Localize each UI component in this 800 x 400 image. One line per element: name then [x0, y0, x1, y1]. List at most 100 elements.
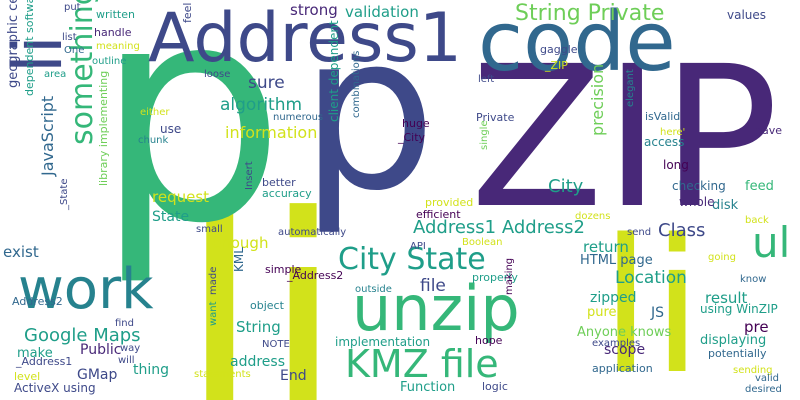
word-address-mid: address — [230, 354, 286, 370]
word-meaning: meaning — [96, 41, 140, 52]
word-combinations: combinations — [351, 50, 362, 118]
word-sending: sending — [733, 365, 773, 376]
word-will: will — [118, 355, 135, 366]
word-geographic-center: geographic center — [6, 0, 21, 88]
word-pure: pure — [587, 305, 617, 320]
word-kml: KML — [232, 247, 246, 272]
word-validation: validation — [345, 3, 419, 21]
word-sure: sure — [248, 73, 285, 93]
word-list: list — [62, 32, 77, 43]
word-simple: simple — [265, 263, 302, 276]
word-information: information — [225, 123, 318, 142]
word-hope: hope — [475, 334, 503, 347]
word-string-private: String Private — [515, 1, 665, 26]
word-feel: feel — [181, 2, 194, 23]
word-request: request — [152, 188, 210, 206]
word-gmap: GMap — [77, 367, 118, 383]
word-use: use — [160, 122, 182, 136]
word-made: made — [208, 266, 219, 295]
word-activex-using: ActiveX using — [14, 381, 96, 395]
word-find: find — [115, 318, 134, 329]
word-state-v: _State — [59, 178, 70, 210]
word-potentially: potentially — [708, 347, 767, 360]
word-algorithm: algorithm — [220, 95, 303, 115]
word-implementation: implementation — [335, 335, 431, 349]
word-gaggle: gaggle — [540, 43, 578, 56]
word-address1-top: Address1 — [148, 0, 463, 78]
word-code: code — [478, 0, 676, 90]
word-make: make — [17, 346, 53, 361]
word-small: small — [196, 224, 223, 235]
word-anyone-knows: Anyone knows — [577, 325, 672, 340]
word-disk: disk — [712, 198, 739, 213]
word-ul: ul — [752, 218, 791, 267]
word-valid: valid — [755, 373, 779, 384]
word-js: JS — [651, 305, 665, 321]
word-application: application — [592, 362, 653, 375]
word-api: API — [410, 241, 426, 252]
word-city-small: _City — [398, 131, 426, 144]
word-area: area — [44, 69, 67, 80]
word-making: making — [504, 257, 515, 295]
word-string-mid: String — [236, 318, 281, 336]
word-desired: desired — [745, 384, 782, 395]
word-displaying: displaying — [700, 333, 767, 348]
word-way: way — [120, 343, 141, 354]
word-function: Function — [400, 380, 456, 395]
word-checking: checking — [672, 179, 726, 193]
word-zip: ZIP — [470, 24, 779, 251]
word-dozens: dozens — [575, 211, 611, 222]
word-end: End — [280, 368, 307, 384]
word-html-page: HTML page — [580, 253, 653, 268]
word-better: better — [262, 176, 296, 189]
word-written: written — [96, 8, 135, 21]
word-level: level — [14, 370, 41, 383]
word-provided: provided — [425, 196, 474, 209]
word-p2: p — [300, 0, 437, 238]
word-p-big: p — [95, 0, 286, 289]
word-boolean: Boolean — [462, 237, 503, 248]
word-return: return — [583, 238, 629, 256]
word-know: know — [740, 274, 767, 285]
word-outline: outline — [92, 56, 127, 67]
word-address2-small: _Address2 — [287, 269, 344, 282]
word-address1-small: _Address1 — [16, 355, 73, 368]
word-using-winzip: using WinZIP — [700, 302, 778, 316]
word-google-maps: Google Maps — [24, 325, 141, 346]
word-city-state: City State — [338, 242, 486, 277]
word-examples: examples — [592, 338, 641, 349]
word-either: either — [140, 107, 170, 118]
word-zip-small: _ZIP — [545, 59, 568, 72]
word-work: work — [18, 257, 154, 322]
word-single: single — [479, 120, 490, 150]
word-accuracy: accuracy — [262, 187, 312, 200]
word-enough: enough — [212, 234, 269, 252]
word-huge: huge — [402, 117, 430, 130]
word-here: here' — [660, 127, 686, 138]
word-scope: scope — [604, 342, 646, 358]
word-object: object — [250, 299, 284, 312]
word-library-implementing: library implementing — [97, 70, 110, 186]
word-one: One — [64, 45, 85, 56]
word-whole: whole — [679, 195, 715, 209]
word-properly: properly — [472, 271, 518, 284]
word-send: send — [627, 227, 652, 238]
word-note: NOTE — [262, 339, 290, 350]
word-values: values — [727, 8, 767, 22]
word-left: left — [478, 74, 495, 85]
word-outside: outside — [355, 284, 392, 295]
word-chunk: chunk — [138, 135, 169, 146]
word-dependent-software: dependent software — [23, 0, 36, 96]
word-file: file — [420, 276, 446, 296]
word-private-mid: Private — [476, 111, 515, 124]
word-li-big: li — [178, 153, 345, 400]
word-efficient: efficient — [416, 208, 461, 221]
word-li-left: li — [600, 199, 703, 400]
word-insert: Insert — [244, 161, 255, 190]
word-elegant: elegant — [625, 69, 636, 107]
word-state-mid: State — [152, 209, 190, 225]
word-address2-left: Address2 — [12, 295, 63, 308]
word-loose: loose — [204, 69, 231, 80]
word-long: long — [663, 158, 689, 172]
